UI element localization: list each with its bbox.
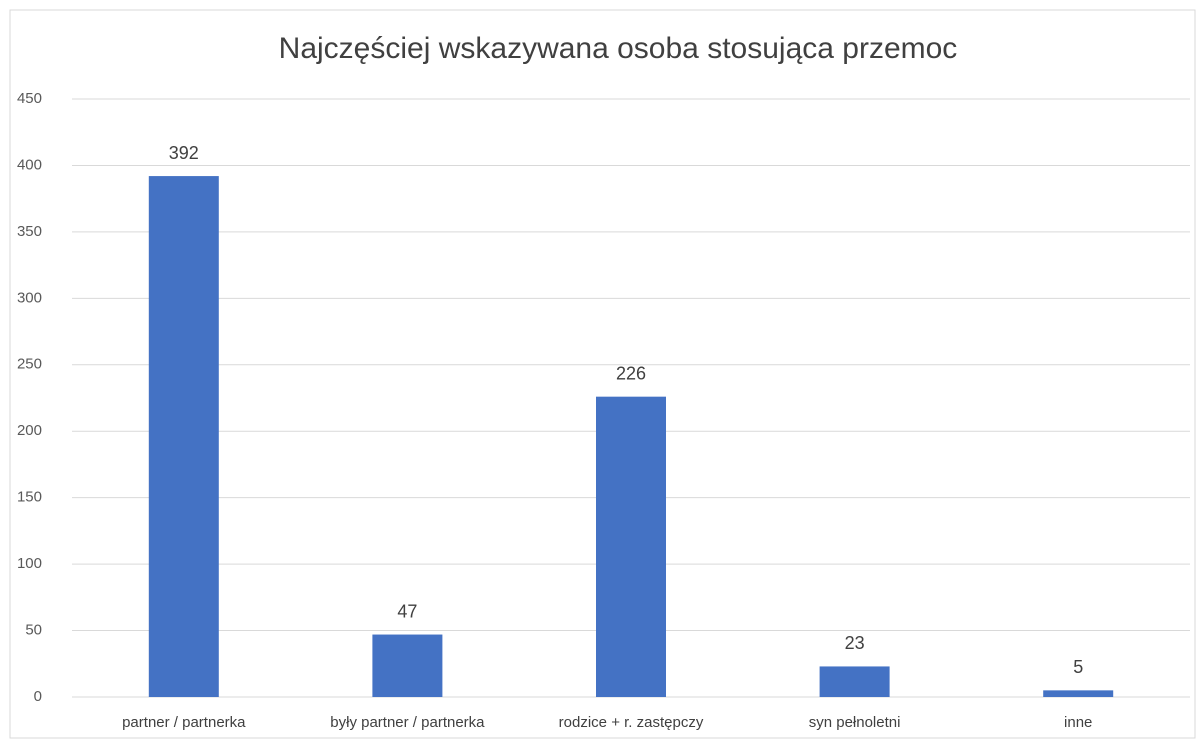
data-label: 5 [1073,657,1083,677]
y-tick-label: 50 [25,622,42,639]
y-tick-label: 0 [34,688,42,705]
chart-title: Najczęściej wskazywana osoba stosująca p… [279,32,958,65]
x-tick-label: partner / partnerka [122,714,246,731]
data-label: 226 [616,363,646,383]
y-tick-label: 400 [17,156,42,173]
x-tick-label: inne [1064,714,1092,731]
y-tick-label: 200 [17,422,42,439]
x-tick-label: były partner / partnerka [330,714,485,731]
bar [596,396,666,697]
y-tick-label: 350 [17,223,42,240]
data-label: 392 [169,143,199,163]
y-tick-label: 300 [17,289,42,306]
x-tick-label: syn pełnoletni [809,714,901,731]
bar [372,634,443,697]
y-tick-label: 250 [17,356,42,373]
y-tick-label: 450 [17,90,42,107]
data-label: 23 [845,633,865,653]
bar [148,176,219,697]
y-tick-label: 150 [17,489,42,506]
data-label: 47 [397,601,417,621]
bar [819,666,890,697]
bar [1043,690,1114,697]
x-tick-label: rodzice + r. zastępczy [559,714,704,731]
y-tick-label: 100 [17,555,42,572]
